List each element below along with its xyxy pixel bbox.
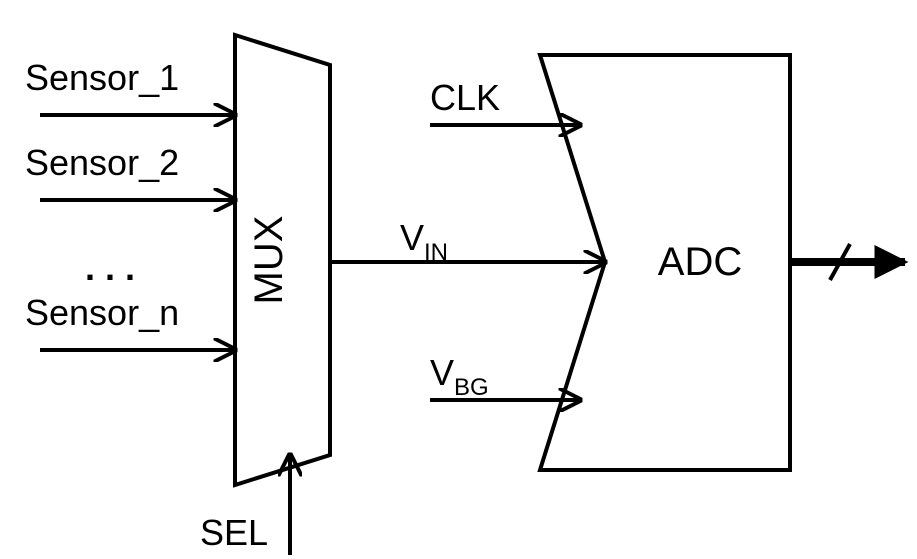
label-ellipsis: . . . xyxy=(85,247,135,288)
label-sel: SEL xyxy=(200,512,268,553)
label-vbg: VBG xyxy=(430,352,489,401)
label-clk: CLK xyxy=(430,77,500,118)
label-sensorn: Sensor_n xyxy=(25,292,179,333)
label-vin: VIN xyxy=(400,217,448,266)
adc-label: ADC xyxy=(658,240,742,284)
label-sensor2: Sensor_2 xyxy=(25,142,179,183)
mux-label: MUX xyxy=(247,216,291,305)
label-sensor1: Sensor_1 xyxy=(25,57,179,98)
